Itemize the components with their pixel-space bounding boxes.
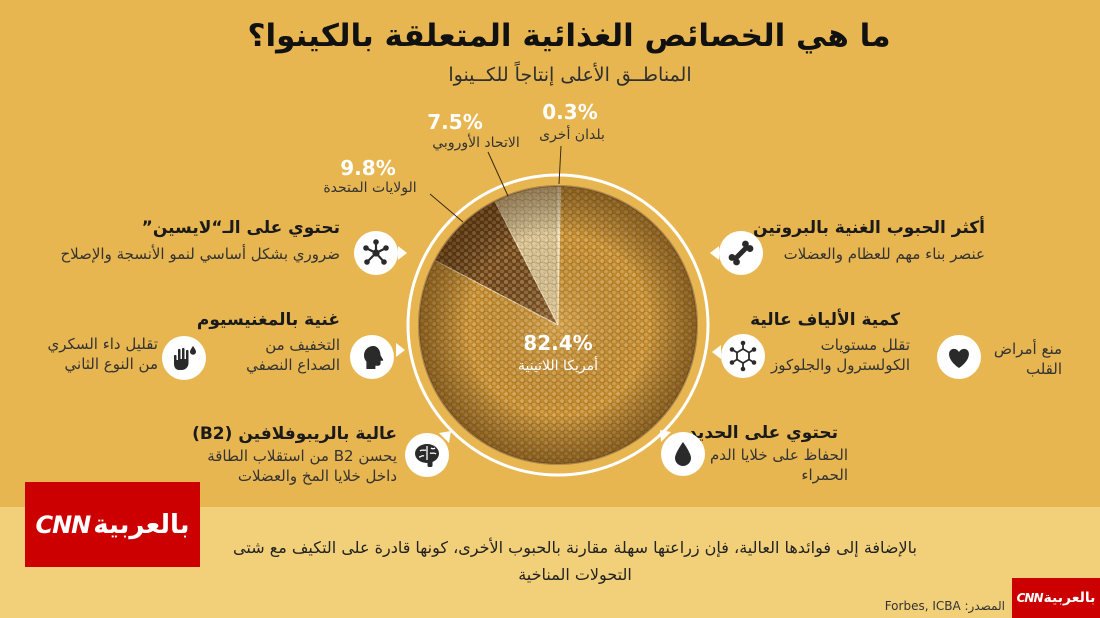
heart-disease-line-2: القلب	[1025, 360, 1062, 378]
riboflavin-line-1: يحسن B2 من استقلاب الطاقة	[207, 447, 397, 465]
protein-description: عنصر بناء مهم للعظام والعضلات	[784, 243, 985, 265]
logo-brand: CNN	[35, 510, 91, 539]
fiber-molecule-icon	[721, 334, 765, 378]
molecule-icon	[354, 231, 398, 275]
heart-icon	[937, 335, 981, 379]
pie-label-latin-america: أمريكا اللاتينية	[517, 358, 599, 374]
pie-label-other-countries: بلدان أخرى	[539, 127, 605, 143]
hand-icon	[162, 336, 206, 380]
pointer-riboflavin	[439, 431, 451, 443]
pointer-magnesium	[396, 343, 405, 357]
riboflavin-heading: عالية بالريبوفلافين (B2)	[192, 424, 397, 444]
magnesium-heading: غنية بالمغنيسيوم	[196, 310, 340, 330]
pie-label-united-states: الولايات المتحدة	[323, 180, 417, 196]
pointer-fiber	[712, 345, 721, 359]
heart-disease-line-1: منع أمراض	[993, 340, 1062, 358]
diabetes-line-2: من النوع الثاني	[64, 355, 158, 373]
cholesterol-line-2: الكولسترول والجلوكوز	[771, 356, 910, 374]
pointer-lysine	[398, 246, 407, 260]
iron-line-2: الحمراء	[801, 466, 848, 484]
pie-shading	[419, 186, 697, 464]
migraine-line-1: التخفيف من	[265, 336, 340, 354]
leader-line-united-states	[429, 193, 464, 223]
bone-icon	[719, 231, 763, 275]
leader-line-other-countries	[558, 145, 562, 185]
head-icon	[350, 335, 394, 379]
diabetes-description: تقليل داء السكري من النوع الثاني	[48, 334, 158, 374]
riboflavin-line-2: داخل خلايا المخ والعضلات	[237, 467, 397, 485]
pointer-iron	[660, 430, 671, 442]
chart-subtitle: المناطــق الأعلى إنتاجاً للكــينوا	[448, 64, 692, 86]
pie-outer-ring	[406, 173, 710, 477]
cholesterol-line-1: تقلل مستويات	[820, 336, 910, 354]
pie-value-european-union: 7.5%	[427, 110, 483, 134]
riboflavin-description: يحسن B2 من استقلاب الطاقة داخل خلايا الم…	[207, 446, 397, 486]
iron-heading: تحتوي على الحديد	[688, 423, 838, 443]
leader-line-european-union	[487, 151, 509, 197]
lysine-heading: تحتوي على الـ“لايسين”	[141, 218, 340, 238]
logo-brand: CNN	[1016, 591, 1044, 605]
drop-icon	[661, 432, 705, 476]
heart-disease-description: منع أمراض القلب	[994, 339, 1062, 379]
pie-value-other-countries: 0.3%	[542, 100, 598, 124]
diabetes-line-1: تقليل داء السكري	[47, 335, 158, 353]
migraine-line-2: الصداع النصفي	[246, 356, 340, 374]
cholesterol-description: تقلل مستويات الكولسترول والجلوكوز	[771, 335, 910, 375]
pie-value-united-states: 9.8%	[340, 156, 396, 180]
iron-line-1: الحفاظ على خلايا الدم	[709, 446, 848, 464]
migraine-description: التخفيف من الصداع النصفي	[246, 335, 340, 375]
pointer-protein	[710, 246, 719, 260]
protein-line: عنصر بناء مهم للعظام والعضلات	[783, 245, 985, 263]
cnn-arabic-logo: CNN بالعربية	[25, 482, 200, 567]
pie-rim	[418, 185, 698, 465]
page-title: ما هي الخصائص الغذائية المتعلقة بالكينوا…	[247, 18, 891, 54]
brain-icon	[405, 433, 449, 477]
iron-description: الحفاظ على خلايا الدم الحمراء	[710, 445, 848, 485]
fiber-heading: كمية الألياف عالية	[750, 310, 900, 330]
source-credit: المصدر: Forbes, ICBA	[884, 599, 1005, 613]
protein-heading: أكثر الحبوب الغنية بالبروتين	[753, 218, 985, 238]
pie-label-european-union: الاتحاد الأوروبي	[432, 135, 520, 151]
logo-name: بالعربية	[93, 509, 190, 540]
logo-name: بالعربية	[1043, 590, 1096, 606]
footer-note-line-1: بالإضافة إلى فوائدها العالية، فإن زراعته…	[233, 538, 917, 557]
pie-value-latin-america: 82.4%	[523, 331, 593, 355]
lysine-line: ضروري بشكل أساسي لنمو الأنسجة والإصلاح	[60, 245, 340, 263]
lysine-description: ضروري بشكل أساسي لنمو الأنسجة والإصلاح	[60, 243, 340, 265]
footer-note-line-2: التحولات المناخية	[518, 565, 632, 584]
cnn-arabic-logo-small: CNN بالعربية	[1012, 578, 1100, 618]
